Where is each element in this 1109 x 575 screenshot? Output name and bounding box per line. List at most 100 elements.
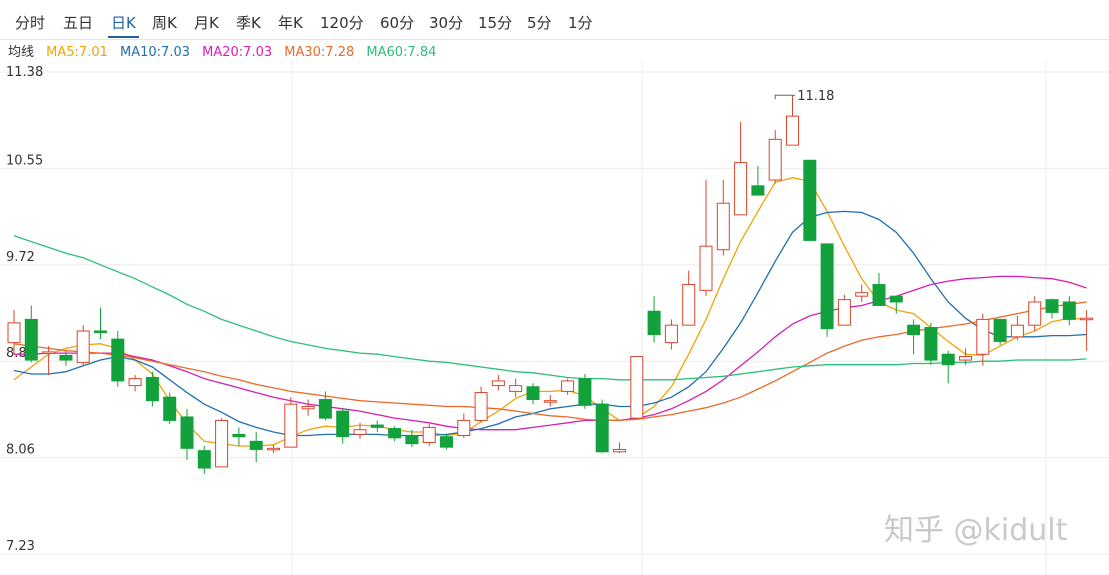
candle-body bbox=[301, 405, 315, 410]
candle-body bbox=[232, 433, 246, 438]
watermark: 知乎 @kidult bbox=[884, 513, 1068, 548]
candle-body bbox=[94, 330, 107, 334]
tab-10[interactable]: 15分 bbox=[478, 14, 513, 32]
tab-11[interactable]: 5分 bbox=[527, 14, 552, 32]
candle-22 bbox=[388, 426, 402, 442]
tab-9[interactable]: 30分 bbox=[429, 14, 464, 32]
candle-body bbox=[803, 159, 817, 241]
candle-body bbox=[716, 202, 730, 251]
tab-0[interactable]: 分时 bbox=[15, 14, 46, 32]
candle-body bbox=[959, 356, 972, 361]
candle-body bbox=[1028, 301, 1042, 326]
candle-body bbox=[336, 410, 350, 438]
candle-body bbox=[561, 380, 575, 392]
candle-body bbox=[163, 396, 177, 421]
candle-54 bbox=[941, 350, 955, 384]
candle-59 bbox=[1028, 296, 1042, 332]
candle-body bbox=[786, 115, 799, 146]
candle-body bbox=[855, 292, 869, 297]
candle-10 bbox=[180, 408, 194, 460]
candle-44 bbox=[768, 130, 782, 184]
tab-1[interactable]: 五日 bbox=[63, 14, 94, 32]
candle-21 bbox=[370, 420, 384, 433]
tab-12[interactable]: 1分 bbox=[568, 14, 593, 32]
candle-body bbox=[353, 429, 367, 435]
tab-7[interactable]: 120分 bbox=[320, 14, 364, 32]
candle-body bbox=[76, 330, 90, 363]
candle-body bbox=[370, 424, 384, 428]
tab-6[interactable]: 年K bbox=[278, 14, 303, 32]
candle-6 bbox=[111, 331, 125, 387]
tab-5[interactable]: 季K bbox=[236, 14, 261, 32]
candle-body bbox=[457, 419, 471, 437]
candle-50 bbox=[872, 272, 886, 306]
candle-29 bbox=[509, 378, 523, 398]
candle-15 bbox=[267, 444, 280, 453]
candle-18 bbox=[318, 391, 332, 421]
active-tab-underline bbox=[108, 36, 139, 38]
candle-26 bbox=[457, 413, 471, 438]
candle-body bbox=[526, 386, 540, 401]
candle-38 bbox=[664, 319, 678, 350]
tab-8[interactable]: 60分 bbox=[380, 14, 415, 32]
candle-17 bbox=[301, 399, 315, 416]
candle-body bbox=[7, 322, 21, 344]
candle-body bbox=[837, 299, 851, 326]
candle-body bbox=[993, 318, 1007, 342]
candle-body bbox=[820, 243, 834, 330]
candle-body bbox=[249, 440, 263, 450]
candle-body bbox=[751, 185, 765, 196]
tab-3[interactable]: 周K bbox=[152, 14, 177, 32]
candle-11 bbox=[197, 445, 211, 474]
ma20-legend: MA20:7.03 bbox=[202, 45, 273, 60]
candle-30 bbox=[526, 383, 540, 405]
candle-55 bbox=[959, 348, 972, 365]
candle-28 bbox=[491, 375, 505, 391]
ma-legend-title: 均线 bbox=[8, 45, 35, 60]
candle-body bbox=[422, 426, 436, 444]
candle-body bbox=[1062, 301, 1076, 320]
y-tick-label-1: 10.55 bbox=[6, 153, 43, 168]
candle-32 bbox=[561, 378, 575, 395]
candle-body bbox=[647, 310, 661, 335]
candle-8 bbox=[145, 371, 159, 407]
candle-40 bbox=[699, 180, 713, 297]
candle-body bbox=[872, 284, 886, 306]
candle-body bbox=[889, 295, 903, 303]
candle-16 bbox=[284, 397, 298, 448]
candle-49 bbox=[855, 284, 869, 302]
candle-body bbox=[180, 416, 194, 449]
ma-legend: 均线 MA5:7.01 MA10:7.03 MA20:7.03 MA30:7.2… bbox=[8, 41, 444, 60]
candle-body bbox=[197, 450, 211, 469]
candle-body bbox=[128, 378, 142, 387]
candle-body bbox=[318, 399, 332, 419]
candle-13 bbox=[232, 427, 246, 446]
candle-62 bbox=[1080, 310, 1094, 351]
y-tick-label-0: 11.38 bbox=[6, 65, 43, 80]
candle-body bbox=[267, 447, 280, 451]
candle-60 bbox=[1045, 298, 1059, 319]
candle-33 bbox=[578, 373, 592, 409]
candle-2 bbox=[42, 346, 56, 376]
candle-body bbox=[388, 428, 402, 439]
candle-39 bbox=[682, 270, 696, 326]
candle-body bbox=[941, 353, 955, 366]
candle-42 bbox=[734, 121, 748, 216]
tab-4[interactable]: 月K bbox=[194, 14, 219, 32]
candle-14 bbox=[249, 432, 263, 463]
candle-3 bbox=[59, 350, 73, 366]
y-tick-label-4: 8.06 bbox=[6, 443, 35, 458]
ma20-line bbox=[14, 275, 1087, 431]
candle-body bbox=[215, 419, 229, 468]
y-tick-label-2: 9.72 bbox=[6, 250, 35, 265]
candle-body bbox=[734, 162, 748, 216]
candle-12 bbox=[215, 418, 229, 468]
candle-body bbox=[59, 354, 73, 361]
ma5-legend: MA5:7.01 bbox=[46, 45, 108, 60]
high-annotation-label: 11.18 bbox=[797, 89, 834, 104]
candle-1 bbox=[24, 305, 38, 363]
candle-20 bbox=[353, 422, 367, 440]
tab-2[interactable]: 日K bbox=[111, 14, 136, 32]
candle-53 bbox=[924, 322, 938, 365]
